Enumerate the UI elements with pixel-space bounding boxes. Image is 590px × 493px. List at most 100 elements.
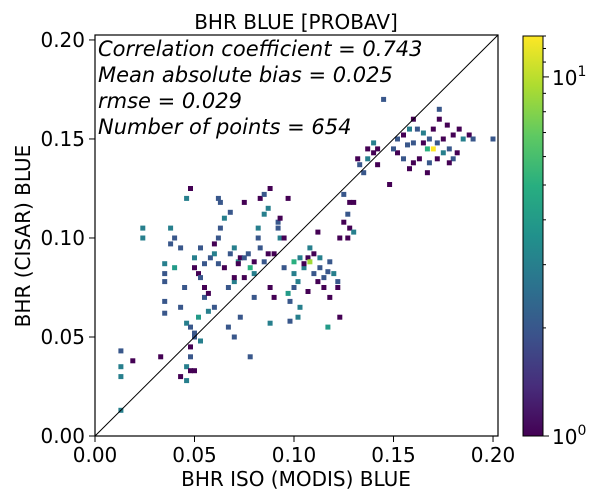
heatmap-cell [446,146,452,152]
heatmap-cell [424,146,430,152]
heatmap-cell [317,265,323,271]
heatmap-cell [405,142,410,148]
heatmap-cell [275,219,281,225]
heatmap-cell [217,199,223,205]
heatmap-cell [466,132,472,138]
heatmap-cell [192,330,197,336]
y-axis-label: BHR (CISAR) BLUE [11,145,35,328]
annotation-mean-bias: Mean absolute bias = 0.025 [98,63,393,87]
heatmap-cell [335,279,341,285]
heatmap-cell [347,225,353,231]
heatmap-cell [401,132,406,138]
heatmap-cell [267,285,273,290]
x-tick-label: 0.00 [73,443,118,467]
heatmap-cell [237,255,243,261]
y-tick-label: 0.00 [40,424,85,448]
heatmap-cell [444,122,450,128]
heatmap-cell [158,354,164,360]
heatmap-cell [184,320,190,326]
heatmap-cell [337,235,343,241]
x-tick-label: 0.20 [471,443,516,467]
heatmap-cell [267,320,273,326]
heatmap-cell [345,211,351,217]
heatmap-cell [202,294,207,300]
heatmap-cell [251,294,257,300]
heatmap-cell [251,259,257,265]
heatmap-cell [235,261,241,267]
annotation-correlation: Correlation coefficient = 0.743 [98,37,423,61]
heatmap-cell [407,126,412,132]
heatmap-cell [188,344,193,350]
heatmap-cell [231,275,237,281]
heatmap-cell [231,334,237,340]
heatmap-cell [178,374,184,380]
heatmap-cell [245,251,251,257]
heatmap-cell [416,156,422,162]
heatmap-cell [347,199,353,205]
heatmap-cell [297,304,303,310]
heatmap-cell [227,209,233,215]
heatmap-cell [237,314,243,320]
heatmap-cell [275,225,281,231]
heatmap-cell [247,265,253,271]
heatmap-cell [291,271,297,277]
heatmap-cell [410,140,416,146]
heatmap-cell [315,279,321,285]
heatmap-cell [267,186,273,191]
heatmap-cell [162,261,168,267]
heatmap-cell [202,261,207,267]
x-axis-label: BHR ISO (MODIS) BLUE [181,467,411,491]
heatmap-cell [295,314,301,320]
heatmap-cell [440,150,446,156]
heatmap-cell [215,195,221,201]
heatmap-cell [188,354,193,360]
plot-frame [94,34,499,437]
heatmap-cell [430,146,436,152]
heatmap-cell [205,290,211,296]
heatmap-cell [351,199,357,205]
annotation-rmse: rmse = 0.029 [98,89,242,113]
heatmap-cell [401,156,406,162]
y-tick-label: 0.15 [40,127,85,151]
heatmap-cell [162,271,168,277]
heatmap-cell [365,146,371,152]
heatmap-cell [311,271,317,277]
heatmap-cell [261,259,267,265]
heatmap-cell [460,136,466,142]
heatmap-cell [341,191,347,197]
one-to-one-line [94,34,499,437]
heatmap-cell [407,166,412,172]
heatmap-cell [225,285,231,290]
heatmap-cell [172,235,178,241]
heatmap-cell [196,314,201,320]
heatmap-cell [231,279,237,285]
heatmap-cell [291,285,297,290]
heatmap-cell [188,324,193,330]
heatmap-cell [281,235,287,241]
heatmap-cell [192,265,197,271]
heatmap-cell [196,271,201,277]
heatmap-cell [337,314,343,320]
heatmap-cell [297,255,303,261]
heatmap-cell [257,195,263,201]
heatmap-cell [207,255,213,261]
heatmap-cell [420,140,426,146]
heatmap-cell [281,265,287,271]
heatmap-cell [301,261,307,267]
heatmap-cell [277,235,283,241]
heatmap-cell [285,290,291,296]
heatmap-cell [426,136,432,142]
heatmap-cell [255,235,261,241]
annotation-points: Number of points = 654 [98,115,351,139]
heatmap-cell [345,235,351,241]
x-tick-label: 0.05 [172,443,217,467]
heatmap-cell [426,160,432,166]
heatmap-cell [178,245,184,251]
heatmap-cell [430,126,436,132]
heatmap-cell [365,156,371,162]
heatmap-cell [205,308,211,314]
heatmap-cell [172,265,178,271]
heatmap-cell [188,186,193,191]
heatmap-cell [251,271,257,277]
y-axis-ticks: 0.00 0.05 0.10 0.15 0.20 [40,28,95,448]
